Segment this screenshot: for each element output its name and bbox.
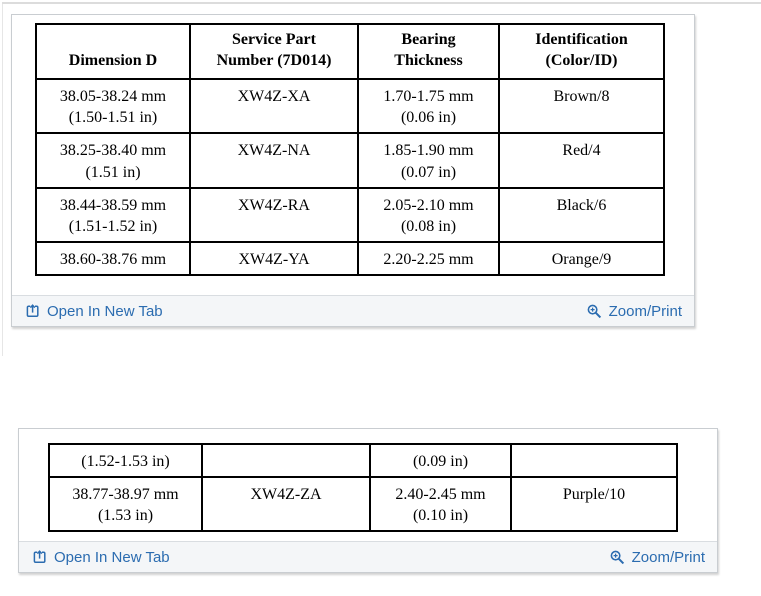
cell-identification: Brown/8 (498, 78, 665, 135)
cell-identification: Orange/9 (498, 240, 665, 276)
zoom-print-link[interactable]: Zoom/Print (610, 549, 705, 566)
widget-1-footer: Open In New Tab Zoom/Print (12, 295, 694, 326)
cell-identification (510, 442, 678, 479)
open-in-new-tab-icon (26, 304, 40, 318)
bearing-parts-table-continued: (1.52-1.53 in) (0.09 in) 38.77-38.97 mm(… (48, 442, 678, 533)
table-row: 38.05-38.24 mm (1.50-1.51 in) XW4Z-XA 1.7… (35, 78, 665, 135)
table-row: 38.44-38.59 mm (1.51-1.52 in) XW4Z-RA 2.0… (35, 186, 665, 243)
widget-2-footer: Open In New Tab Zoom/Print (19, 541, 717, 572)
magnifier-plus-icon (610, 550, 625, 565)
zoom-print-link[interactable]: Zoom/Print (587, 303, 682, 320)
cell-dimension: 38.44-38.59 mm (1.51-1.52 in) (35, 186, 191, 243)
graphic-widget-1: Dimension D Service Part Number (7D014) … (11, 14, 695, 327)
table-row: 38.60-38.76 mm XW4Z-YA 2.20-2.25 mm Oran… (35, 240, 665, 276)
col-header-identification: Identification (Color/ID) (498, 22, 665, 81)
cell-dimension: 38.25-38.40 mm (1.51 in) (35, 132, 191, 189)
cell-dimension: 38.77-38.97 mm (1.53 in) (48, 476, 203, 533)
table-row: 38.77-38.97 mm (1.53 in) XW4Z-ZA 2.40-2.4… (48, 476, 678, 533)
cell-part-number: XW4Z-NA (189, 132, 359, 189)
table-row: 38.25-38.40 mm (1.51 in) XW4Z-NA 1.85-1.9… (35, 132, 665, 189)
open-in-new-tab-label: Open In New Tab (47, 302, 163, 320)
graphic-widget-1-content: Dimension D Service Part Number (7D014) … (12, 15, 694, 295)
open-in-new-tab-label: Open In New Tab (54, 548, 170, 566)
open-in-new-tab-link[interactable]: Open In New Tab (33, 549, 170, 566)
cell-dimension: 38.60-38.76 mm (35, 240, 191, 276)
cell-thickness: 2.20-2.25 mm (357, 240, 500, 276)
cell-identification: Black/6 (498, 186, 665, 243)
page-top-divider (2, 2, 761, 4)
cell-thickness: 1.85-1.90 mm (0.07 in) (357, 132, 500, 189)
open-in-new-tab-icon (33, 550, 47, 564)
table-header-row: Dimension D Service Part Number (7D014) … (35, 22, 665, 81)
zoom-print-label: Zoom/Print (608, 302, 682, 320)
cell-thickness: 2.05-2.10 mm (0.08 in) (357, 186, 500, 243)
cell-thickness: (0.09 in) (369, 442, 512, 479)
cell-part-number: XW4Z-YA (189, 240, 359, 276)
cell-thickness: 1.70-1.75 mm (0.06 in) (357, 78, 500, 135)
zoom-print-label: Zoom/Print (631, 548, 705, 566)
cell-dimension: 38.05-38.24 mm (1.50-1.51 in) (35, 78, 191, 135)
graphic-widget-2: (1.52-1.53 in) (0.09 in) 38.77-38.97 mm(… (18, 428, 718, 573)
cell-identification: Purple/10 (510, 476, 678, 533)
cell-identification: Red/4 (498, 132, 665, 189)
bearing-parts-table: Dimension D Service Part Number (7D014) … (35, 22, 665, 276)
col-header-dimension-d: Dimension D (35, 22, 191, 81)
cell-part-number: XW4Z-ZA (201, 476, 371, 533)
cell-part-number (201, 442, 371, 479)
col-header-service-part-number: Service Part Number (7D014) (189, 22, 359, 81)
open-in-new-tab-link[interactable]: Open In New Tab (26, 303, 163, 320)
cell-thickness: 2.40-2.45 mm (0.10 in) (369, 476, 512, 533)
cell-part-number: XW4Z-RA (189, 186, 359, 243)
page-left-divider (2, 4, 3, 356)
graphic-widget-2-content: (1.52-1.53 in) (0.09 in) 38.77-38.97 mm(… (19, 429, 717, 541)
magnifier-plus-icon (587, 304, 602, 319)
table-row: (1.52-1.53 in) (0.09 in) (48, 442, 678, 479)
col-header-bearing-thickness: Bearing Thickness (357, 22, 500, 81)
cell-part-number: XW4Z-XA (189, 78, 359, 135)
cell-dimension: (1.52-1.53 in) (48, 442, 203, 479)
